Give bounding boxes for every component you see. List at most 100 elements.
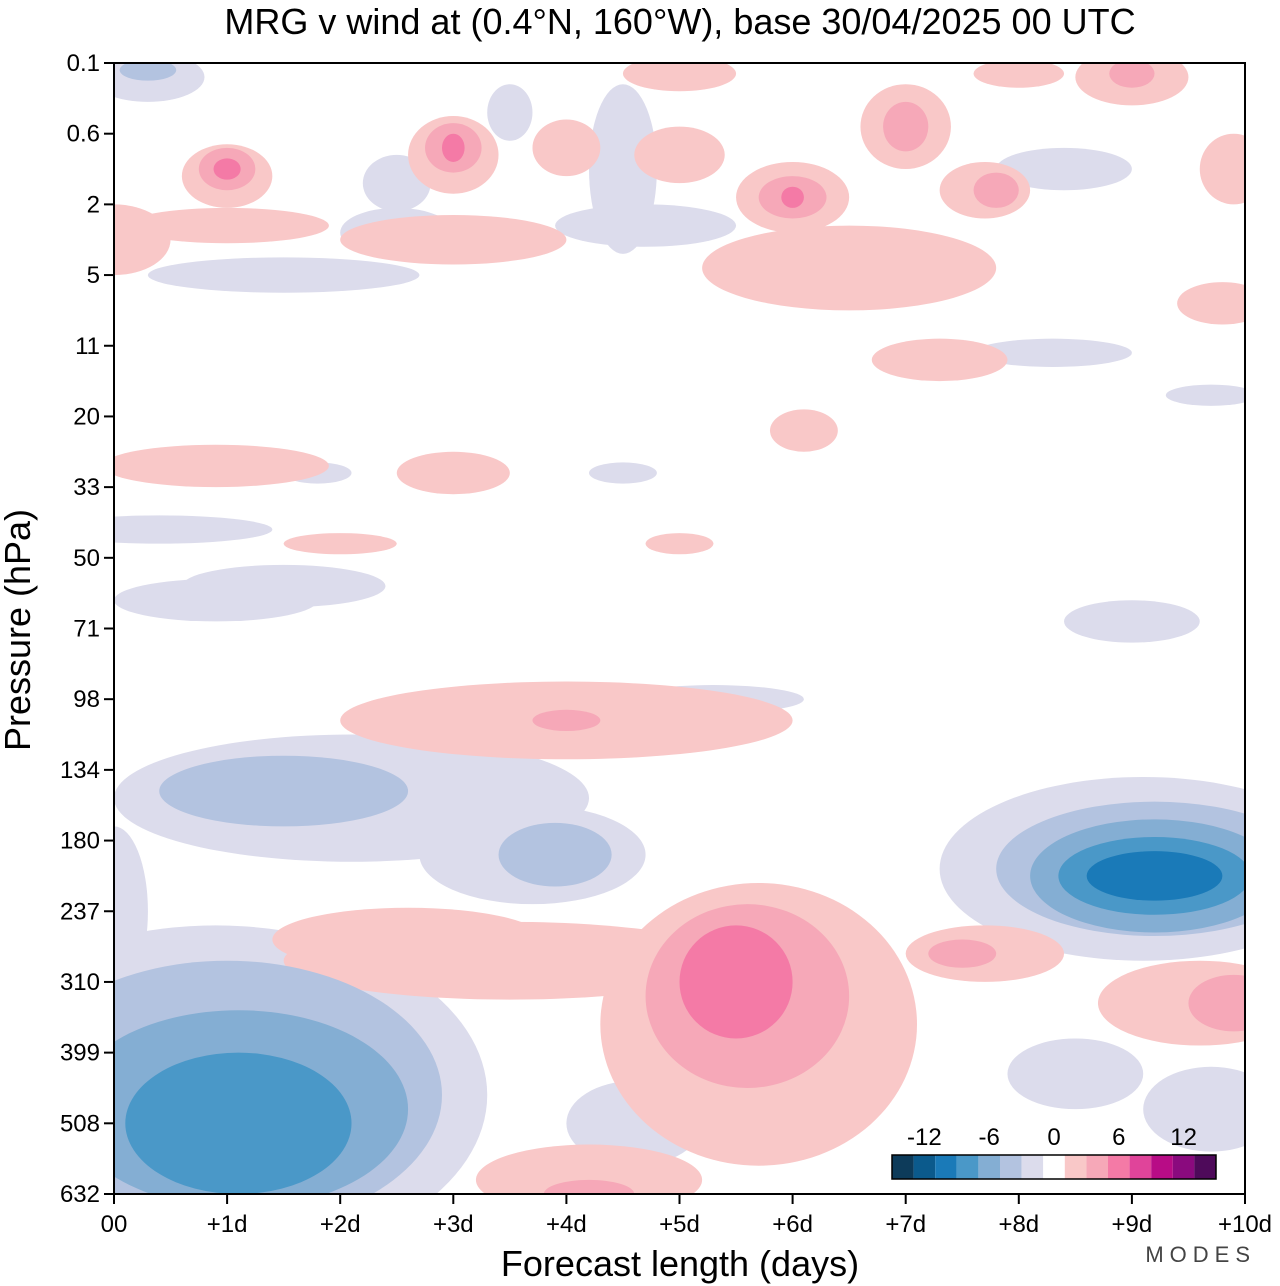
x-tick-label: +9d [1112,1211,1153,1238]
x-tick-label: +5d [659,1211,700,1238]
x-tick-label: +3d [433,1211,474,1238]
y-tick-label: 632 [60,1181,100,1208]
contour-region [213,158,241,180]
y-tick-label: 0.6 [67,121,100,148]
colorbar-swatch [935,1155,957,1179]
x-tick-label: +6d [772,1211,813,1238]
x-tick-label: +10d [1218,1211,1272,1238]
contour-region [996,147,1132,191]
y-axis: 0.1 0.6 2 5 11 20 33 50 71 98 134 180 237 310 399 508 63… [60,50,114,1208]
colorbar-swatch [1194,1155,1216,1179]
contour-region [283,533,397,555]
contour-region [702,225,997,311]
y-tick-label: 20 [73,403,100,430]
y-tick-label: 50 [73,545,100,572]
colorbar-swatch [956,1155,979,1179]
contour-region [114,515,273,544]
contour-region [679,925,793,1039]
contour-region [1165,384,1245,406]
contour-region [1143,1066,1245,1152]
colorbar-tick-label: 6 [1112,1124,1125,1151]
y-tick-label: 98 [73,686,100,713]
contour-fields [114,63,1245,1194]
y-tick-label: 237 [60,898,100,925]
contour-region [1188,974,1245,1032]
y-tick-label: 71 [73,616,100,643]
contour-region [532,119,601,177]
y-tick-label: 399 [60,1040,100,1067]
colorbar-swatch [1129,1155,1152,1179]
contour-region [622,63,737,92]
contour-region [769,409,838,452]
contour-region [396,451,510,495]
colorbar-swatch [913,1155,936,1179]
y-tick-label: 508 [60,1110,100,1137]
contour-region [114,444,329,488]
x-tick-label: +7d [885,1211,926,1238]
y-tick-label: 2 [87,191,100,218]
colorbar-tick-label: -12 [907,1124,942,1151]
colorbar-tick-label: 12 [1170,1124,1197,1151]
contour-region [340,214,567,265]
y-tick-label: 0.1 [67,50,100,77]
colorbar-swatch [1151,1155,1173,1179]
y-tick-label: 33 [73,474,100,501]
contour-region [1109,63,1155,88]
x-tick-label: 00 [101,1211,128,1238]
x-tick-label: +4d [546,1211,587,1238]
contour-region [498,822,612,887]
contour-region [125,1052,352,1194]
brand-logo: MODES [1145,1242,1256,1267]
colorbar-swatch [1021,1155,1044,1179]
y-tick-label: 310 [60,969,100,996]
contour-region [973,63,1065,88]
contour-region [645,533,714,555]
x-axis: 00 +1d +2d +3d +4d +5d +6d +7d +8d +9d +10d [101,1194,1272,1238]
contour-region [555,204,737,247]
contour-region [928,939,997,968]
contour-region [973,172,1019,208]
chart-title: MRG v wind at (0.4°N, 160°W), base 30/04… [224,1,1135,42]
y-tick-label: 5 [87,262,100,289]
colorbar-swatch [892,1155,914,1179]
y-axis-label: Pressure (hPa) [0,509,38,751]
colorbar-swatch [1000,1155,1022,1179]
contour-region [181,564,386,608]
contour-region [543,1179,635,1194]
colorbar: -12 -6 0 6 12 [891,1124,1217,1180]
contour-region [475,1144,703,1194]
contour-region [147,257,420,293]
contour-region [1064,600,1200,643]
x-axis-label: Forecast length (days) [501,1243,859,1284]
contour-region [871,338,1008,382]
colorbar-swatch [978,1155,1000,1179]
contour-region [973,338,1132,367]
contour-region [441,133,465,162]
contour-region [1007,1038,1144,1110]
contour-region [125,207,329,244]
contour-region [159,755,409,827]
contour-region [883,101,929,152]
contour-region [119,63,177,81]
x-tick-label: +1d [207,1211,248,1238]
contour-region [589,462,657,484]
colorbar-swatch [1086,1155,1108,1179]
colorbar-swatch [1108,1155,1130,1179]
colorbar-swatch [1043,1155,1065,1179]
contour-region [634,126,725,184]
colorbar-tick-label: -6 [979,1124,1000,1151]
y-tick-label: 134 [60,757,100,784]
colorbar-frame [891,1154,1217,1180]
y-tick-label: 180 [60,828,100,855]
contour-region [114,826,148,997]
y-tick-label: 11 [75,333,100,360]
contour-region [532,709,601,731]
contour-region [1177,282,1245,325]
contour-region [487,84,533,141]
x-tick-label: +2d [320,1211,361,1238]
contour-region [781,186,804,208]
colorbar-swatch [1172,1155,1195,1179]
contour-region [1086,851,1223,901]
colorbar-tick-label: 0 [1047,1124,1060,1151]
x-tick-label: +8d [998,1211,1039,1238]
